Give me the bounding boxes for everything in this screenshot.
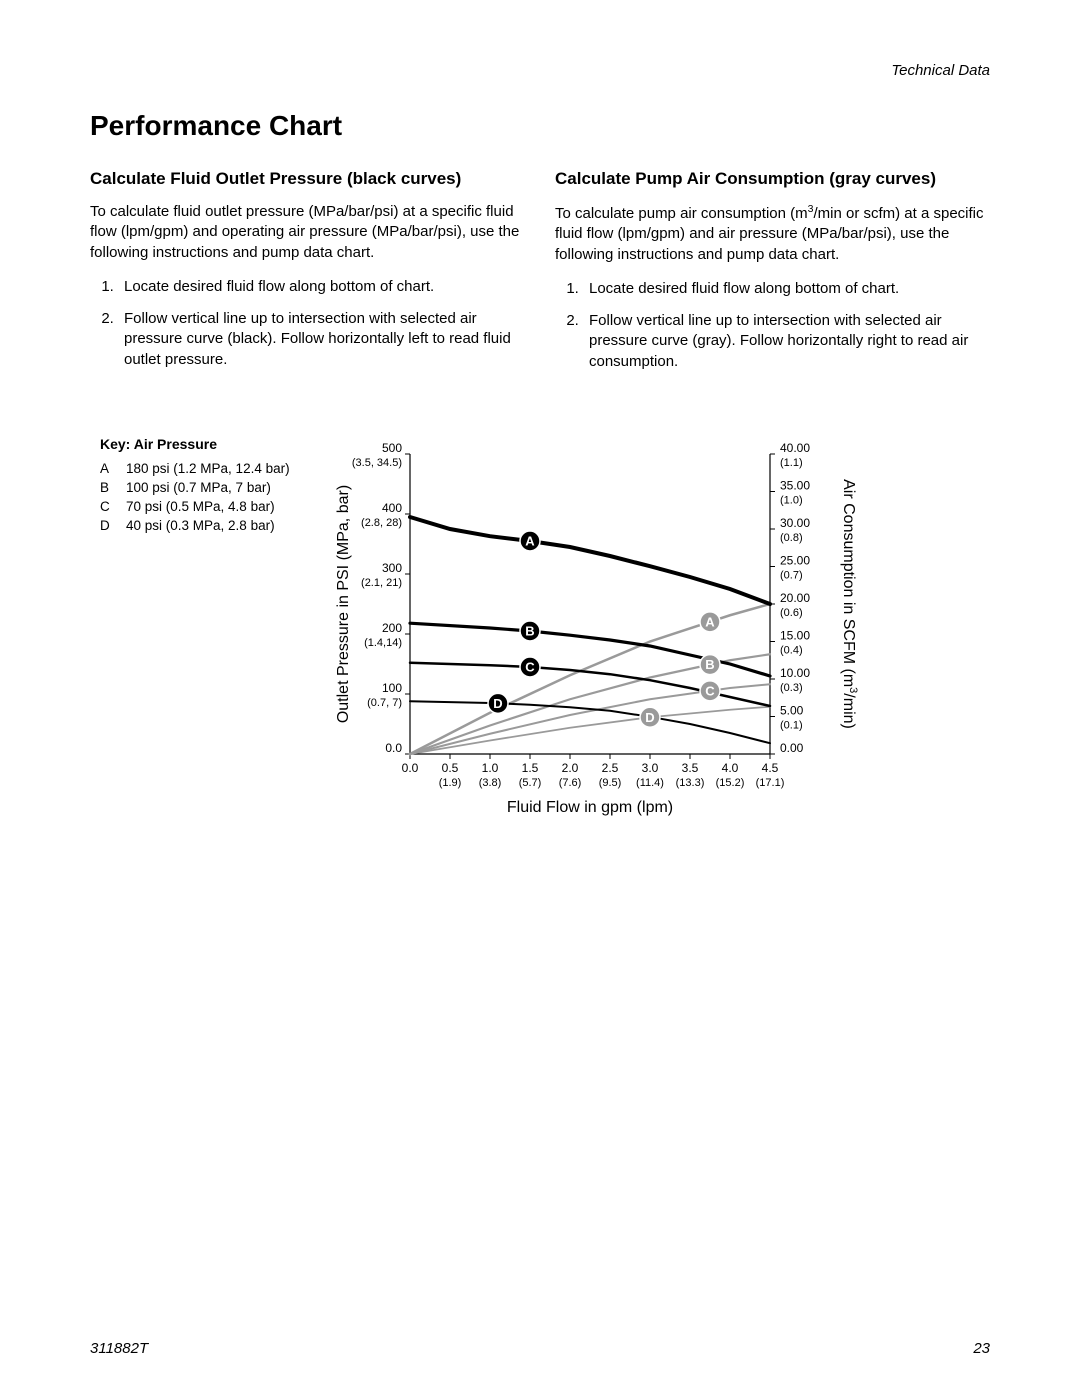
- svg-text:C: C: [705, 683, 715, 698]
- svg-text:(11.4): (11.4): [636, 777, 664, 789]
- svg-text:(2.8, 28): (2.8, 28): [361, 517, 402, 529]
- svg-text:D: D: [493, 696, 502, 711]
- key-text: 100 psi (0.7 MPa, 7 bar): [126, 479, 271, 498]
- svg-text:(3.5, 34.5): (3.5, 34.5): [352, 457, 402, 469]
- svg-text:35.00: 35.00: [780, 478, 810, 492]
- svg-text:(13.3): (13.3): [676, 777, 705, 789]
- svg-text:(17.1): (17.1): [756, 777, 785, 789]
- svg-text:500: 500: [382, 441, 402, 455]
- left-step-1: Locate desired fluid flow along bottom o…: [118, 277, 525, 297]
- right-intro: To calculate pump air consumption (m3/mi…: [555, 202, 990, 265]
- key-title: Key: Air Pressure: [100, 436, 330, 452]
- svg-text:4.0: 4.0: [722, 761, 739, 775]
- key-row-a: A180 psi (1.2 MPa, 12.4 bar): [100, 460, 330, 479]
- key-text: 180 psi (1.2 MPa, 12.4 bar): [126, 460, 290, 479]
- svg-text:D: D: [645, 710, 654, 725]
- svg-text:A: A: [525, 533, 535, 548]
- svg-text:(2.1, 21): (2.1, 21): [361, 577, 402, 589]
- legend-key: Key: Air Pressure A180 psi (1.2 MPa, 12.…: [100, 436, 330, 536]
- chart-svg-wrap: 0.0 0.5 (1.9) 1.0 (3.8) 1.5 (5.7) 2.0 (7.6) 2.5 (9…: [330, 434, 990, 859]
- svg-text:(1.0): (1.0): [780, 494, 803, 506]
- two-column-text: Calculate Fluid Outlet Pressure (black c…: [90, 162, 990, 384]
- key-table: A180 psi (1.2 MPa, 12.4 bar) B100 psi (0…: [100, 460, 330, 536]
- key-text: 40 psi (0.3 MPa, 2.8 bar): [126, 517, 275, 536]
- left-column: Calculate Fluid Outlet Pressure (black c…: [90, 162, 525, 384]
- svg-text:40.00: 40.00: [780, 441, 810, 455]
- svg-text:15.00: 15.00: [780, 628, 810, 642]
- svg-text:Fluid Flow in gpm (lpm): Fluid Flow in gpm (lpm): [507, 799, 673, 816]
- svg-text:(15.2): (15.2): [716, 777, 745, 789]
- right-step-1: Locate desired fluid flow along bottom o…: [583, 279, 990, 299]
- svg-text:400: 400: [382, 501, 402, 515]
- svg-text:0.0: 0.0: [385, 741, 402, 755]
- svg-text:Outlet Pressure in PSI (MPa, b: Outlet Pressure in PSI (MPa, bar): [335, 485, 352, 723]
- key-text: 70 psi (0.5 MPa, 4.8 bar): [126, 498, 275, 517]
- svg-text:1.5: 1.5: [522, 761, 539, 775]
- chart-area: Key: Air Pressure A180 psi (1.2 MPa, 12.…: [90, 434, 990, 859]
- page-title: Performance Chart: [90, 110, 990, 142]
- svg-text:(0.3): (0.3): [780, 682, 803, 694]
- svg-text:(0.4): (0.4): [780, 644, 803, 656]
- svg-text:3.5: 3.5: [682, 761, 699, 775]
- svg-text:B: B: [525, 623, 534, 638]
- key-letter: D: [100, 517, 126, 536]
- right-step-2: Follow vertical line up to intersection …: [583, 311, 990, 372]
- right-intro-pre: To calculate pump air consumption (m: [555, 205, 808, 222]
- key-row-d: D40 psi (0.3 MPa, 2.8 bar): [100, 517, 330, 536]
- svg-text:2.0: 2.0: [562, 761, 579, 775]
- svg-text:(1.4,14): (1.4,14): [364, 637, 402, 649]
- page-footer: 311882T 23: [90, 1340, 990, 1357]
- footer-page-number: 23: [973, 1340, 990, 1357]
- svg-text:(5.7): (5.7): [519, 777, 542, 789]
- left-steps: Locate desired fluid flow along bottom o…: [90, 277, 525, 370]
- svg-text:100: 100: [382, 681, 402, 695]
- svg-text:(0.6): (0.6): [780, 607, 803, 619]
- svg-text:20.00: 20.00: [780, 591, 810, 605]
- svg-text:(0.1): (0.1): [780, 719, 803, 731]
- svg-text:200: 200: [382, 621, 402, 635]
- svg-text:3.0: 3.0: [642, 761, 659, 775]
- svg-text:10.00: 10.00: [780, 666, 810, 680]
- left-intro: To calculate fluid outlet pressure (MPa/…: [90, 202, 525, 263]
- performance-chart: 0.0 0.5 (1.9) 1.0 (3.8) 1.5 (5.7) 2.0 (7.6) 2.5 (9…: [330, 434, 970, 854]
- svg-text:(3.8): (3.8): [479, 777, 502, 789]
- key-letter: C: [100, 498, 126, 517]
- svg-text:2.5: 2.5: [602, 761, 619, 775]
- right-steps: Locate desired fluid flow along bottom o…: [555, 279, 990, 372]
- svg-text:(0.7): (0.7): [780, 569, 803, 581]
- svg-text:0.00: 0.00: [780, 741, 804, 755]
- svg-text:B: B: [705, 657, 714, 672]
- svg-text:4.5: 4.5: [762, 761, 779, 775]
- key-letter: B: [100, 479, 126, 498]
- key-row-b: B100 psi (0.7 MPa, 7 bar): [100, 479, 330, 498]
- svg-text:300: 300: [382, 561, 402, 575]
- footer-doc-id: 311882T: [90, 1340, 148, 1357]
- svg-text:25.00: 25.00: [780, 553, 810, 567]
- header-section: Technical Data: [891, 62, 990, 79]
- svg-text:(0.7, 7): (0.7, 7): [367, 697, 402, 709]
- key-letter: A: [100, 460, 126, 479]
- right-column: Calculate Pump Air Consumption (gray cur…: [555, 162, 990, 384]
- left-step-2: Follow vertical line up to intersection …: [118, 309, 525, 370]
- svg-text:5.00: 5.00: [780, 703, 804, 717]
- svg-text:Air Consumption in SCFM (m3/mi: Air Consumption in SCFM (m3/min): [840, 479, 859, 729]
- svg-text:(7.6): (7.6): [559, 777, 582, 789]
- svg-text:C: C: [525, 659, 535, 674]
- left-heading: Calculate Fluid Outlet Pressure (black c…: [90, 168, 525, 190]
- right-heading: Calculate Pump Air Consumption (gray cur…: [555, 168, 990, 190]
- svg-text:(0.8): (0.8): [780, 532, 803, 544]
- svg-text:0.0: 0.0: [402, 761, 419, 775]
- svg-text:0.5: 0.5: [442, 761, 459, 775]
- svg-text:1.0: 1.0: [482, 761, 499, 775]
- svg-text:30.00: 30.00: [780, 516, 810, 530]
- svg-text:A: A: [705, 614, 715, 629]
- svg-text:(9.5): (9.5): [599, 777, 622, 789]
- key-row-c: C70 psi (0.5 MPa, 4.8 bar): [100, 498, 330, 517]
- svg-text:(1.9): (1.9): [439, 777, 462, 789]
- svg-text:(1.1): (1.1): [780, 457, 803, 469]
